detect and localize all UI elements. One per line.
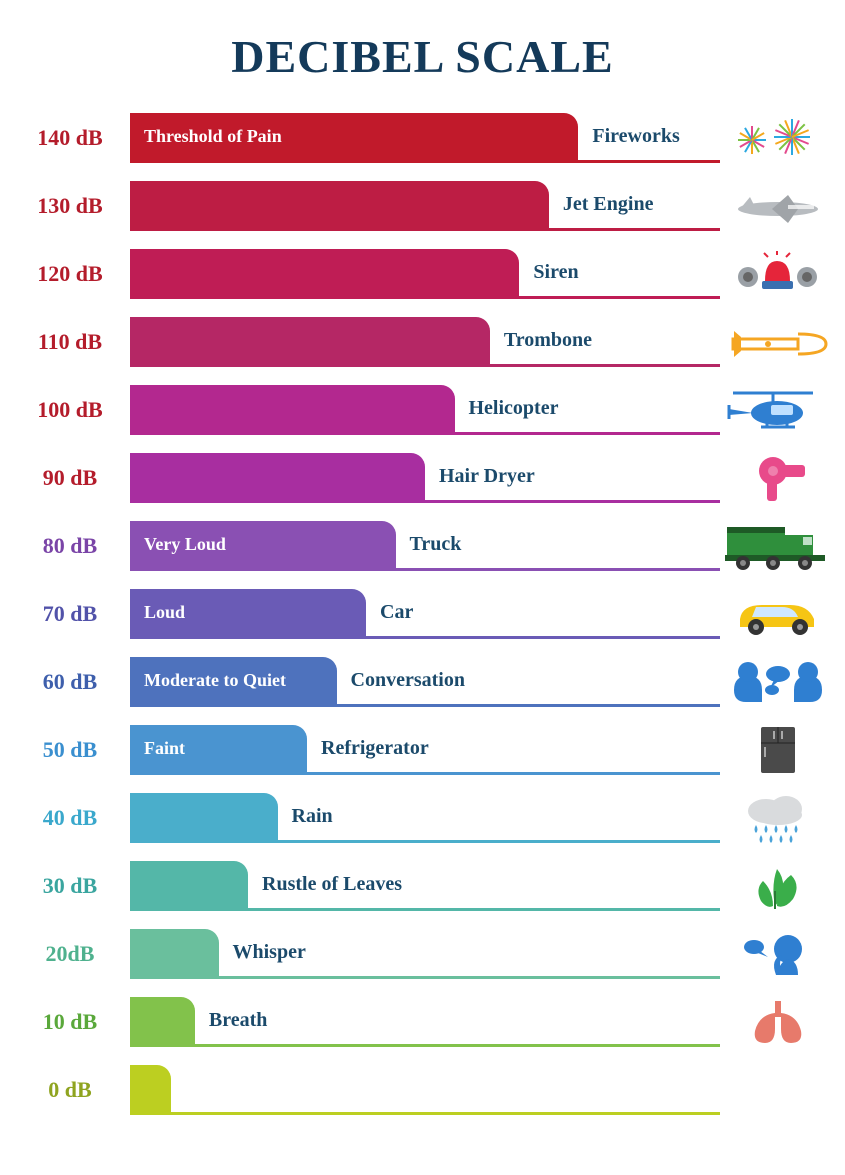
scale-row: 110 dB Trombone [10, 317, 835, 367]
car-icon [720, 589, 835, 639]
scale-row: 120 dB Siren [10, 249, 835, 299]
example-label: Siren [533, 249, 578, 296]
bar-category-label: Moderate to Quiet [144, 670, 286, 691]
bar-track: Jet Engine [130, 181, 720, 231]
example-label: Truck [410, 521, 462, 568]
example-label: Jet Engine [563, 181, 654, 228]
db-label: 130 dB [10, 181, 130, 231]
example-label: Helicopter [469, 385, 559, 432]
siren-icon [720, 249, 835, 299]
bar-track: Rain [130, 793, 720, 843]
example-label: Breath [209, 997, 268, 1044]
rain-icon [720, 793, 835, 843]
bar-fill [130, 1065, 171, 1112]
db-label: 110 dB [10, 317, 130, 367]
scale-row: 130 dB Jet Engine [10, 181, 835, 231]
bar-track: Trombone [130, 317, 720, 367]
bar-fill [130, 317, 490, 364]
db-label: 100 dB [10, 385, 130, 435]
bar-track: Helicopter [130, 385, 720, 435]
scale-row: 20dB Whisper [10, 929, 835, 979]
bar-track: Moderate to Quiet Conversation [130, 657, 720, 707]
bar-track [130, 1065, 720, 1115]
leaves-icon [720, 861, 835, 911]
example-label: Fireworks [592, 113, 679, 160]
infographic-title: DECIBEL SCALE [10, 30, 835, 83]
lungs-icon [720, 997, 835, 1047]
db-label: 90 dB [10, 453, 130, 503]
bar-category-label: Very Loud [144, 534, 226, 555]
truck-icon [720, 521, 835, 571]
bar-track: Faint Refrigerator [130, 725, 720, 775]
bar-fill [130, 793, 278, 840]
bar-fill [130, 453, 425, 500]
bar-fill: Moderate to Quiet [130, 657, 337, 704]
example-label: Rain [292, 793, 333, 840]
fireworks-icon [720, 113, 835, 163]
bar-category-label: Threshold of Pain [144, 126, 282, 147]
example-label: Whisper [233, 929, 306, 976]
bar-fill: Threshold of Pain [130, 113, 578, 160]
example-label: Refrigerator [321, 725, 429, 772]
conversation-icon [720, 657, 835, 707]
bar-track: Rustle of Leaves [130, 861, 720, 911]
scale-row: 70 dB Loud Car [10, 589, 835, 639]
scale-row: 60 dB Moderate to Quiet Conversation [10, 657, 835, 707]
bar-category-label: Loud [144, 602, 185, 623]
scale-row: 90 dB Hair Dryer [10, 453, 835, 503]
helicopter-icon [720, 385, 835, 435]
bar-track: Very Loud Truck [130, 521, 720, 571]
example-label: Car [380, 589, 413, 636]
db-label: 40 dB [10, 793, 130, 843]
scale-row: 100 dB Helicopter [10, 385, 835, 435]
db-label: 10 dB [10, 997, 130, 1047]
bar-track: Whisper [130, 929, 720, 979]
example-label: Conversation [351, 657, 465, 704]
bar-fill [130, 861, 248, 908]
example-label: Hair Dryer [439, 453, 535, 500]
bar-track: Breath [130, 997, 720, 1047]
bar-fill: Loud [130, 589, 366, 636]
db-label: 60 dB [10, 657, 130, 707]
db-label: 30 dB [10, 861, 130, 911]
bar-fill: Very Loud [130, 521, 396, 568]
rows-container: 140 dB Threshold of Pain Fireworks 130 dB Je… [10, 113, 835, 1115]
db-label: 120 dB [10, 249, 130, 299]
bar-fill [130, 997, 195, 1044]
db-label: 70 dB [10, 589, 130, 639]
scale-row: 140 dB Threshold of Pain Fireworks [10, 113, 835, 163]
db-label: 140 dB [10, 113, 130, 163]
whisper-icon [720, 929, 835, 979]
db-label: 0 dB [10, 1065, 130, 1115]
bar-fill [130, 385, 455, 432]
scale-row: 40 dB Rain [10, 793, 835, 843]
example-label: Rustle of Leaves [262, 861, 402, 908]
bar-fill [130, 929, 219, 976]
bar-track: Threshold of Pain Fireworks [130, 113, 720, 163]
bar-track: Loud Car [130, 589, 720, 639]
scale-row: 50 dB Faint Refrigerator [10, 725, 835, 775]
example-label: Trombone [504, 317, 592, 364]
bar-track: Siren [130, 249, 720, 299]
scale-row: 80 dB Very Loud Truck [10, 521, 835, 571]
bar-fill [130, 249, 519, 296]
scale-row: 0 dB [10, 1065, 835, 1115]
db-label: 80 dB [10, 521, 130, 571]
trombone-icon [720, 317, 835, 367]
bar-track: Hair Dryer [130, 453, 720, 503]
scale-row: 30 dB Rustle of Leaves [10, 861, 835, 911]
jet-icon [720, 181, 835, 231]
bar-fill: Faint [130, 725, 307, 772]
scale-row: 10 dB Breath [10, 997, 835, 1047]
bar-category-label: Faint [144, 738, 185, 759]
fridge-icon [720, 725, 835, 775]
db-label: 50 dB [10, 725, 130, 775]
infographic-container: DECIBEL SCALE 140 dB Threshold of Pain Fir… [0, 0, 845, 1145]
bar-fill [130, 181, 549, 228]
db-label: 20dB [10, 929, 130, 979]
empty-icon [720, 1065, 835, 1115]
hairdryer-icon [720, 453, 835, 503]
